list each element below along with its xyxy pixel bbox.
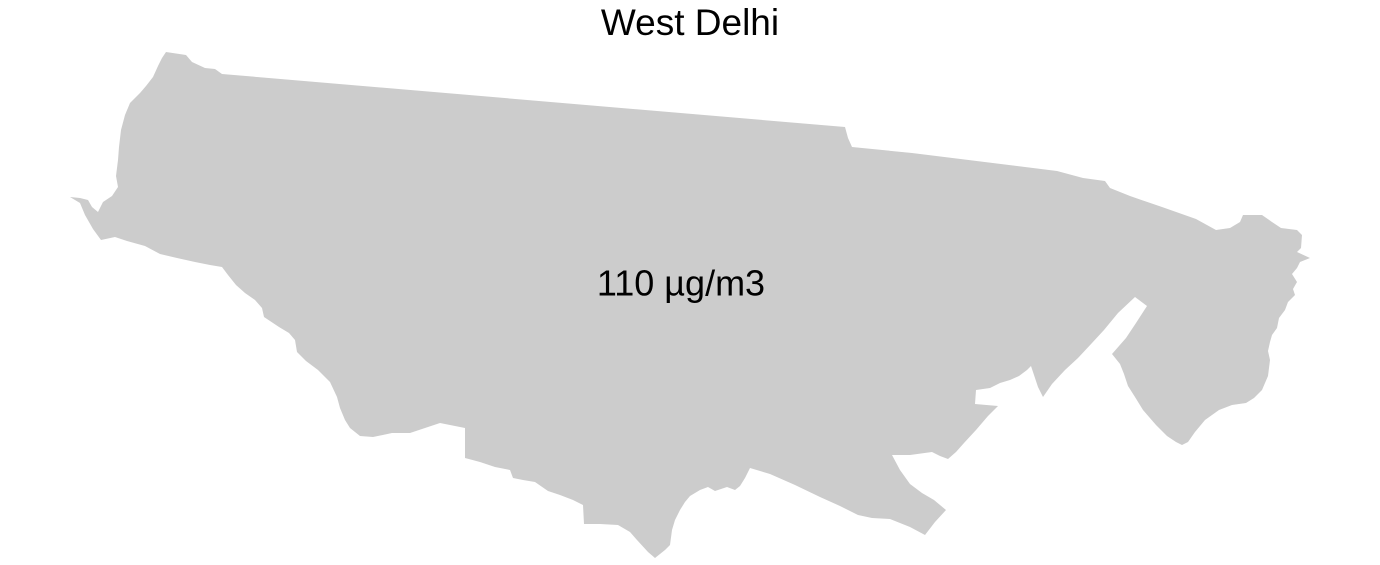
district-value-label: 110 µg/m3 [597, 263, 765, 304]
district-boundary-west-delhi [70, 52, 1310, 558]
map-title: West Delhi [600, 2, 780, 43]
